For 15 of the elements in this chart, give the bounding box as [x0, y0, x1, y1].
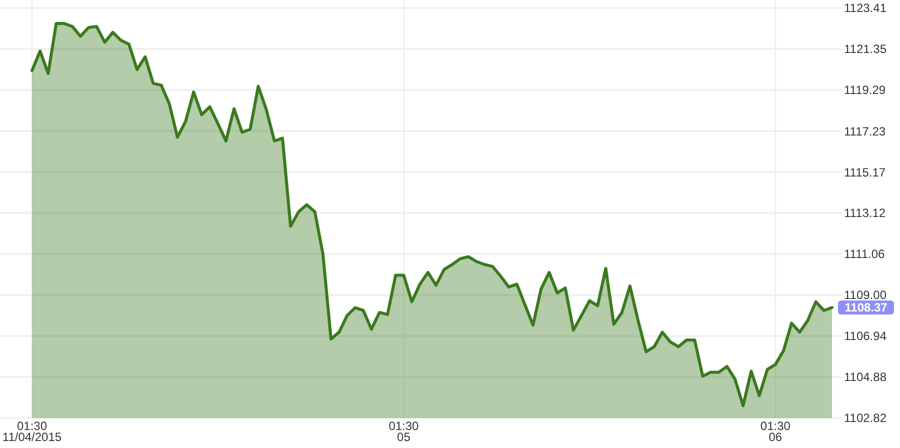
- y-tick-label: 1104.88: [844, 370, 887, 384]
- y-tick-label: 1115.17: [844, 165, 886, 180]
- y-tick-label: 1123.41: [844, 1, 887, 16]
- x-tick-label: 01:30 06: [760, 419, 791, 444]
- y-tick-label: 1121.35: [844, 42, 887, 56]
- x-tick-label: 01:30 05: [388, 419, 420, 444]
- y-tick-label: 1119.29: [844, 83, 886, 98]
- y-tick-label: 1117.23: [844, 124, 886, 138]
- y-tick-label: 1106.94: [844, 329, 887, 344]
- data-label: 1108.37: [844, 300, 888, 315]
- y-tick-label: 1111.06: [844, 247, 886, 262]
- y-tick-label: 1102.82: [844, 411, 887, 426]
- y-tick-label: 1113.12: [844, 206, 886, 220]
- text: 1109.00: [844, 288, 886, 302]
- x-tick-label: 01:30 11/04/2015: [2, 419, 62, 444]
